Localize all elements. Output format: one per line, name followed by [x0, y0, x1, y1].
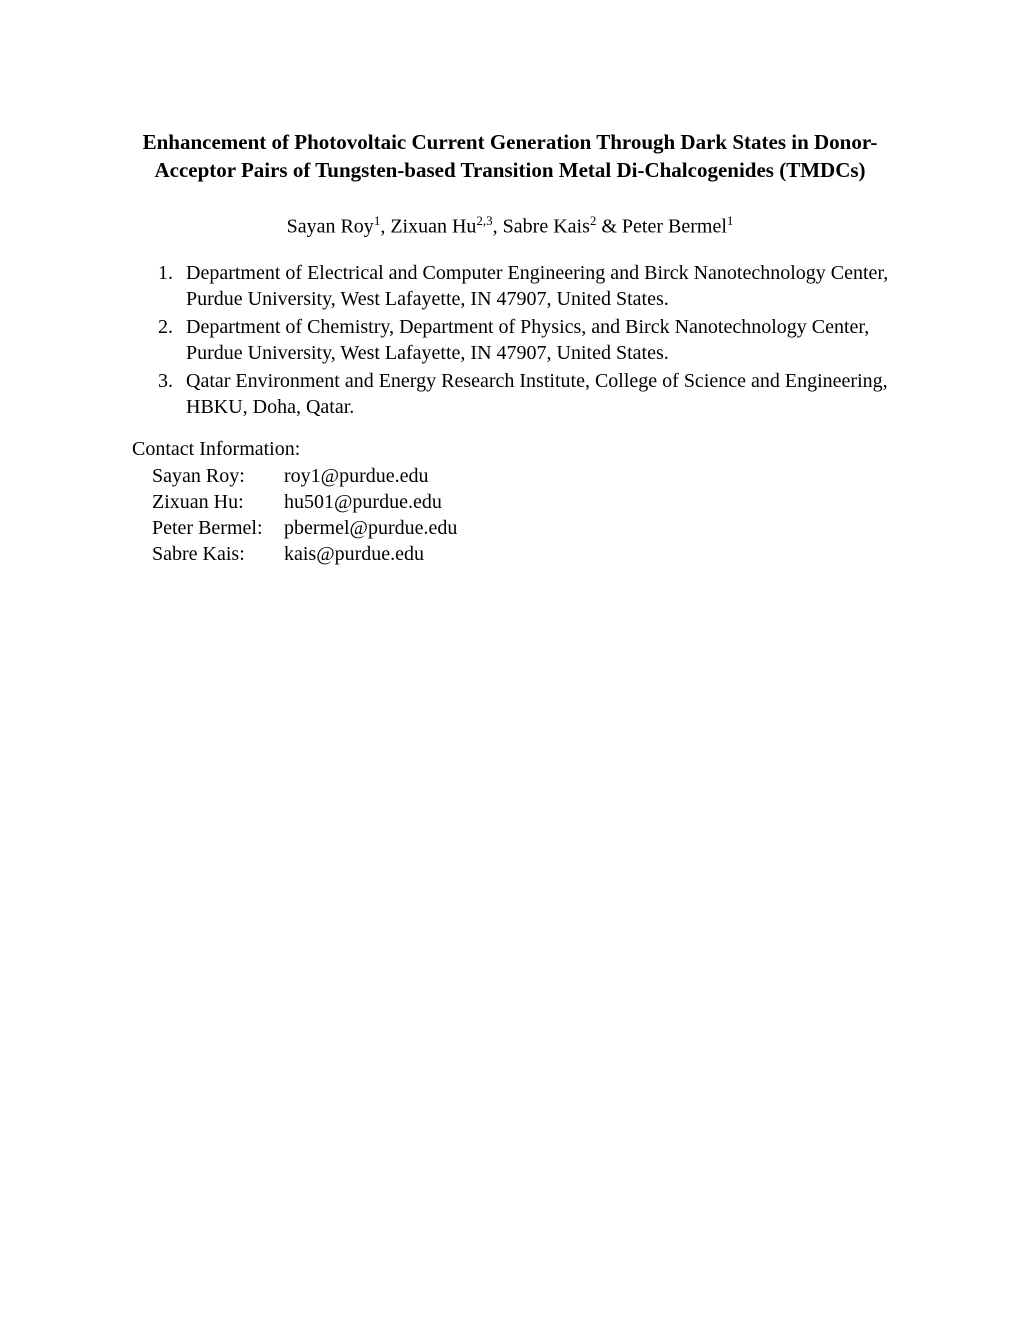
author-3-sup: 2: [590, 213, 597, 228]
authors-line: Sayan Roy1, Zixuan Hu2,3, Sabre Kais2 & …: [120, 213, 900, 239]
affiliation-1-num: 1.: [158, 260, 186, 312]
contact-name-2: Zixuan Hu:: [152, 489, 284, 515]
affiliation-3: 3. Qatar Environment and Energy Research…: [158, 368, 900, 420]
contact-section: Contact Information: Sayan Roy: roy1@pur…: [120, 436, 900, 567]
author-2: Zixuan Hu: [390, 215, 476, 237]
contact-email-1: roy1@purdue.edu: [284, 463, 429, 489]
author-1-sup: 1: [374, 213, 381, 228]
affiliation-1-text: Department of Electrical and Computer En…: [186, 260, 900, 312]
contact-name-3: Peter Bermel:: [152, 515, 284, 541]
affiliation-2-text: Department of Chemistry, Department of P…: [186, 314, 900, 366]
contact-heading: Contact Information:: [132, 436, 900, 462]
contact-row-2: Zixuan Hu: hu501@purdue.edu: [152, 489, 900, 515]
contact-email-2: hu501@purdue.edu: [284, 489, 442, 515]
affiliation-2-num: 2.: [158, 314, 186, 366]
contact-row-3: Peter Bermel: pbermel@purdue.edu: [152, 515, 900, 541]
affiliations-list: 1. Department of Electrical and Computer…: [120, 260, 900, 420]
contact-list: Sayan Roy: roy1@purdue.edu Zixuan Hu: hu…: [132, 463, 900, 567]
author-3: Sabre Kais: [503, 215, 590, 237]
affiliation-2: 2. Department of Chemistry, Department o…: [158, 314, 900, 366]
author-1: Sayan Roy: [287, 215, 374, 237]
affiliation-3-text: Qatar Environment and Energy Research In…: [186, 368, 900, 420]
paper-title: Enhancement of Photovoltaic Current Gene…: [120, 128, 900, 185]
contact-row-4: Sabre Kais: kais@purdue.edu: [152, 541, 900, 567]
affiliation-1: 1. Department of Electrical and Computer…: [158, 260, 900, 312]
author-4-sup: 1: [727, 213, 734, 228]
contact-name-4: Sabre Kais:: [152, 541, 284, 567]
affiliation-3-num: 3.: [158, 368, 186, 420]
contact-email-3: pbermel@purdue.edu: [284, 515, 457, 541]
author-2-sup: 2,3: [476, 213, 492, 228]
contact-row-1: Sayan Roy: roy1@purdue.edu: [152, 463, 900, 489]
contact-name-1: Sayan Roy:: [152, 463, 284, 489]
author-4: Peter Bermel: [622, 215, 727, 237]
contact-email-4: kais@purdue.edu: [284, 541, 424, 567]
